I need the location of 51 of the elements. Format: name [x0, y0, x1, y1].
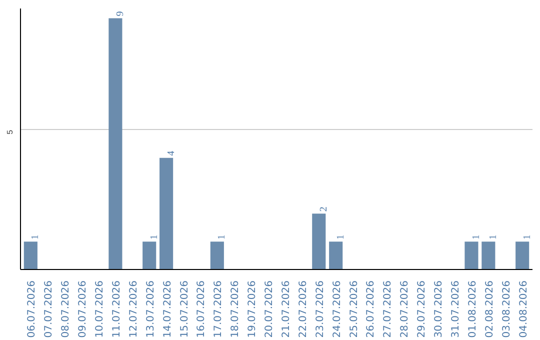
- bar: [160, 158, 174, 270]
- x-tick-label: 12.07.2026: [128, 280, 140, 338]
- x-tick-label: 09.07.2026: [78, 280, 89, 338]
- x-tick-label: 07.07.2026: [44, 280, 55, 338]
- x-tick-label: 04.08.2026: [518, 280, 530, 338]
- data-label: 1: [148, 234, 160, 240]
- x-tick-label: 17.07.2026: [213, 280, 224, 338]
- data-label: 1: [522, 234, 533, 240]
- x-tick-label: 10.07.2026: [94, 280, 106, 338]
- x-tick-label: 30.07.2026: [434, 280, 445, 338]
- data-label: 1: [488, 234, 499, 240]
- x-tick-label: 16.07.2026: [196, 280, 208, 338]
- bar: [312, 214, 326, 270]
- x-tick-label: 26.07.2026: [366, 280, 377, 338]
- x-tick-label: 21.07.2026: [280, 280, 292, 338]
- data-label: 9: [114, 11, 126, 16]
- x-tick-label: 24.07.2026: [332, 280, 343, 338]
- x-tick-label: 20.07.2026: [264, 280, 276, 338]
- x-tick-label: 08.07.2026: [60, 280, 72, 338]
- x-tick-label: 18.07.2026: [230, 280, 242, 338]
- bar: [329, 242, 343, 270]
- x-tick-label: 28.07.2026: [400, 280, 411, 338]
- bar: [108, 18, 122, 270]
- data-label: 1: [30, 234, 42, 240]
- data-label: 4: [166, 150, 177, 156]
- x-tick-label: 03.08.2026: [501, 280, 512, 338]
- y-tick-label: 5: [6, 129, 14, 134]
- bar: [142, 242, 156, 270]
- x-tick-label: 13.07.2026: [145, 280, 156, 338]
- bar: [516, 242, 530, 270]
- data-label: 1: [335, 234, 346, 240]
- x-tick-label: 14.07.2026: [162, 280, 174, 338]
- x-tick-label: 29.07.2026: [416, 280, 428, 338]
- x-tick-label: 02.08.2026: [484, 280, 496, 338]
- bar: [24, 242, 38, 270]
- x-tick-label: 23.07.2026: [314, 280, 326, 338]
- x-tick-label: 19.07.2026: [247, 280, 258, 338]
- x-tick-label: 27.07.2026: [382, 280, 394, 338]
- bar: [482, 242, 496, 270]
- data-label: 1: [470, 234, 482, 240]
- x-tick-label: 22.07.2026: [298, 280, 309, 338]
- x-tick-label: 06.07.2026: [26, 280, 38, 338]
- data-label: 1: [216, 234, 228, 240]
- x-tick-label: 31.07.2026: [450, 280, 462, 338]
- bar: [464, 242, 478, 270]
- x-tick-label: 01.08.2026: [467, 280, 478, 338]
- x-tick-label: 11.07.2026: [111, 280, 122, 338]
- data-label: 2: [318, 206, 330, 212]
- x-tick-label: 25.07.2026: [348, 280, 360, 338]
- x-tick-label: 15.07.2026: [179, 280, 190, 338]
- bar: [210, 242, 224, 270]
